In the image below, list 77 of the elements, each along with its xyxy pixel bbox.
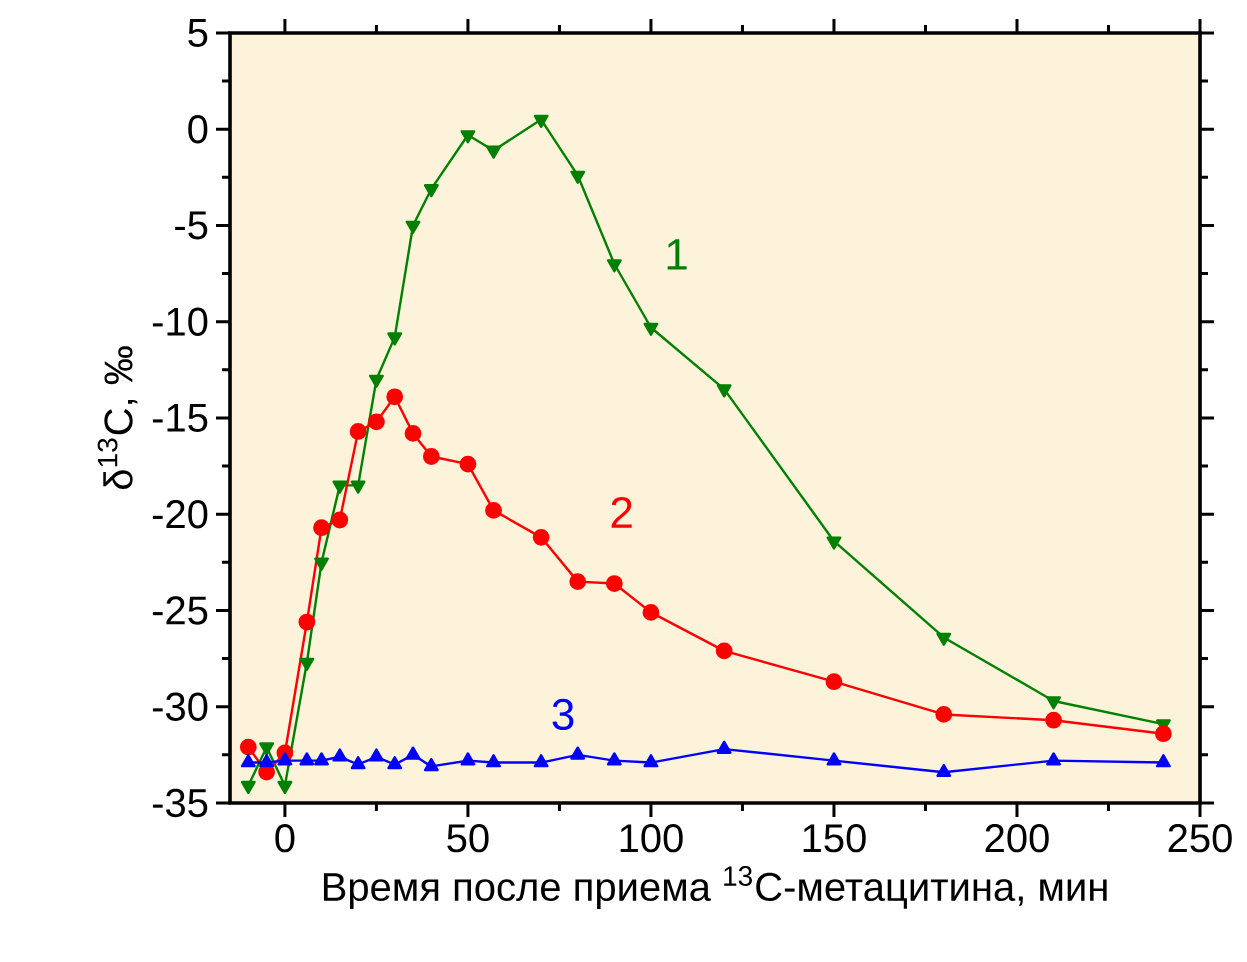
point	[716, 740, 732, 754]
point	[314, 752, 329, 766]
point	[1045, 711, 1062, 729]
point	[570, 746, 586, 760]
point	[460, 130, 476, 144]
point	[826, 536, 842, 550]
point	[313, 519, 330, 537]
point	[350, 480, 366, 494]
y-tick-label: 0	[188, 115, 208, 144]
point	[606, 752, 622, 766]
point	[485, 501, 502, 519]
point	[404, 424, 422, 442]
point	[486, 145, 501, 159]
point	[332, 480, 348, 494]
point	[239, 738, 257, 756]
point	[1155, 725, 1172, 743]
y-tick-label: -30	[152, 692, 208, 721]
point	[935, 706, 953, 723]
point	[532, 528, 550, 546]
point	[826, 752, 842, 766]
point	[405, 220, 421, 234]
y-tick-label: 5	[188, 19, 208, 47]
y-tick-label: -25	[152, 596, 208, 625]
point	[715, 642, 733, 660]
series-label: 2	[611, 496, 632, 528]
series-label: 1	[667, 239, 687, 270]
point	[605, 575, 623, 592]
point	[387, 332, 403, 346]
point	[277, 752, 293, 766]
x-tick-label: 0	[275, 824, 295, 853]
point	[936, 763, 952, 777]
point	[368, 374, 384, 388]
point	[569, 573, 587, 591]
point	[606, 259, 622, 273]
point	[533, 114, 549, 129]
point	[349, 423, 367, 440]
y-tick-label: -15	[152, 404, 208, 432]
y-tick-label: -35	[152, 788, 208, 818]
point	[368, 748, 384, 762]
point	[1046, 752, 1062, 766]
point	[486, 754, 501, 768]
point	[299, 752, 315, 766]
point	[331, 511, 349, 529]
y-axis-title: δ$^{13}$C, ‰	[97, 346, 138, 490]
point	[298, 613, 316, 631]
point	[422, 448, 440, 465]
point	[350, 756, 366, 770]
point	[332, 748, 348, 762]
point	[533, 754, 549, 768]
point	[423, 758, 439, 772]
point	[314, 557, 329, 571]
point	[405, 746, 421, 760]
point	[1155, 754, 1171, 768]
x-axis-title: Время после приема $^{13}$C-метацитина, мин	[323, 866, 1107, 910]
x-tick-label: 100	[620, 824, 683, 853]
x-tick-label: 250	[1168, 824, 1232, 853]
point	[716, 384, 732, 398]
point	[423, 184, 439, 198]
point	[643, 754, 659, 768]
x-tick-label: 150	[803, 824, 866, 853]
y-tick-label: -20	[152, 500, 208, 529]
x-tick-label: 200	[985, 824, 1049, 853]
point	[259, 754, 275, 768]
point	[460, 752, 476, 766]
point	[387, 756, 403, 770]
point	[386, 388, 404, 406]
series-label: 3	[552, 698, 574, 731]
y-tick-label: -10	[152, 307, 208, 336]
point	[643, 322, 659, 336]
x-tick-label: 50	[447, 824, 489, 853]
point	[825, 673, 843, 691]
point	[570, 170, 586, 184]
y-tick-label: -5	[175, 211, 208, 240]
point	[368, 413, 385, 431]
point	[642, 604, 660, 621]
point	[459, 455, 477, 473]
point	[240, 754, 256, 768]
